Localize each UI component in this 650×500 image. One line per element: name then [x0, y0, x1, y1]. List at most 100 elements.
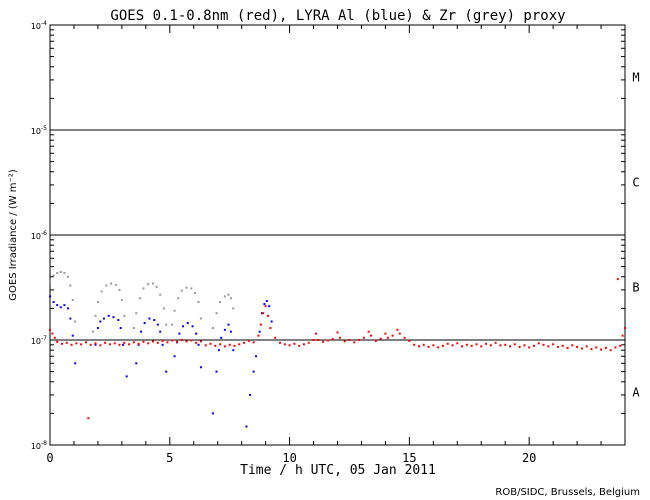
y-tick-base: 10	[31, 22, 41, 31]
data-point	[65, 341, 68, 344]
data-point	[252, 341, 255, 344]
data-point	[199, 340, 202, 343]
data-point	[211, 412, 214, 415]
data-point	[156, 341, 159, 344]
y-tick-base: 10	[31, 337, 41, 346]
data-point	[190, 339, 193, 342]
data-point	[624, 327, 626, 330]
data-point	[108, 343, 111, 346]
data-point	[159, 293, 162, 296]
y-tick-exponent: -6	[41, 230, 47, 237]
data-point	[331, 338, 334, 341]
data-point	[53, 336, 56, 339]
data-point	[71, 299, 74, 302]
data-point	[480, 345, 483, 348]
data-point	[456, 342, 459, 345]
data-series	[49, 270, 626, 428]
data-point	[177, 297, 180, 300]
data-point	[233, 344, 236, 347]
data-point	[263, 303, 266, 306]
data-point	[255, 355, 258, 358]
data-point	[166, 341, 169, 344]
data-point	[112, 316, 115, 319]
data-point	[326, 339, 329, 342]
data-point	[142, 340, 145, 343]
data-point	[56, 304, 59, 307]
data-point	[49, 328, 51, 331]
data-point	[190, 287, 193, 290]
chart-title: GOES 0.1-0.8nm (red), LYRA Al (blue) & Z…	[110, 8, 565, 24]
data-point	[513, 343, 516, 346]
data-point	[609, 349, 612, 352]
data-point	[135, 362, 138, 365]
data-point	[165, 323, 168, 326]
data-point	[257, 334, 260, 337]
series-lyra-al	[49, 295, 273, 428]
data-point	[96, 301, 99, 304]
y-axis-ticks: 10-810-710-610-510-4	[31, 20, 625, 451]
data-point	[215, 312, 218, 315]
data-point	[125, 375, 128, 378]
data-point	[386, 336, 389, 339]
data-point	[96, 327, 99, 330]
data-point	[161, 339, 164, 342]
data-point	[446, 342, 449, 345]
data-point	[59, 270, 62, 273]
data-point	[191, 325, 194, 328]
data-point	[159, 330, 162, 333]
data-point	[185, 286, 188, 289]
data-point	[249, 393, 252, 396]
data-point	[293, 342, 296, 345]
series-goes-0-1-0-8nm	[49, 278, 626, 420]
data-point	[441, 344, 444, 347]
data-point	[63, 271, 66, 274]
flare-class-labels: A B C M	[632, 71, 640, 400]
data-point	[92, 330, 95, 333]
data-point	[211, 327, 214, 330]
data-point	[143, 322, 146, 325]
data-point	[80, 343, 83, 346]
data-point	[227, 323, 230, 326]
data-point	[120, 299, 123, 302]
data-point	[358, 339, 361, 341]
data-point	[49, 295, 51, 298]
data-point	[52, 274, 55, 277]
y-tick-exponent: -4	[41, 20, 47, 27]
data-point	[509, 345, 511, 348]
data-point	[228, 343, 231, 346]
data-point	[173, 309, 176, 312]
data-point	[408, 339, 411, 342]
data-point	[432, 344, 435, 347]
data-point	[155, 285, 158, 288]
data-point	[403, 336, 406, 339]
data-point	[132, 327, 135, 330]
y-tick-base: 10	[31, 442, 41, 451]
data-point	[204, 344, 207, 347]
data-point	[209, 342, 212, 345]
data-point	[171, 323, 174, 326]
data-point	[123, 314, 126, 317]
data-point	[427, 345, 430, 348]
data-point	[616, 278, 619, 281]
data-point	[105, 284, 108, 287]
data-point	[219, 301, 222, 304]
data-point	[422, 343, 425, 346]
data-point	[69, 317, 72, 320]
data-point	[152, 282, 155, 285]
y-tick-base: 10	[31, 232, 41, 241]
data-point	[537, 342, 540, 345]
x-tick-label: 10	[282, 451, 296, 465]
data-point	[268, 305, 271, 308]
data-point	[69, 284, 72, 287]
y-tick-exponent: -7	[41, 335, 47, 342]
data-point	[269, 327, 272, 330]
x-tick-label: 5	[166, 451, 173, 465]
data-point	[147, 342, 150, 345]
data-point	[619, 344, 622, 347]
data-point	[87, 417, 90, 420]
data-point	[181, 325, 184, 328]
data-point	[165, 370, 168, 373]
y-tick-label: 10-4	[31, 20, 47, 31]
data-point	[307, 341, 310, 344]
data-point	[195, 332, 198, 335]
